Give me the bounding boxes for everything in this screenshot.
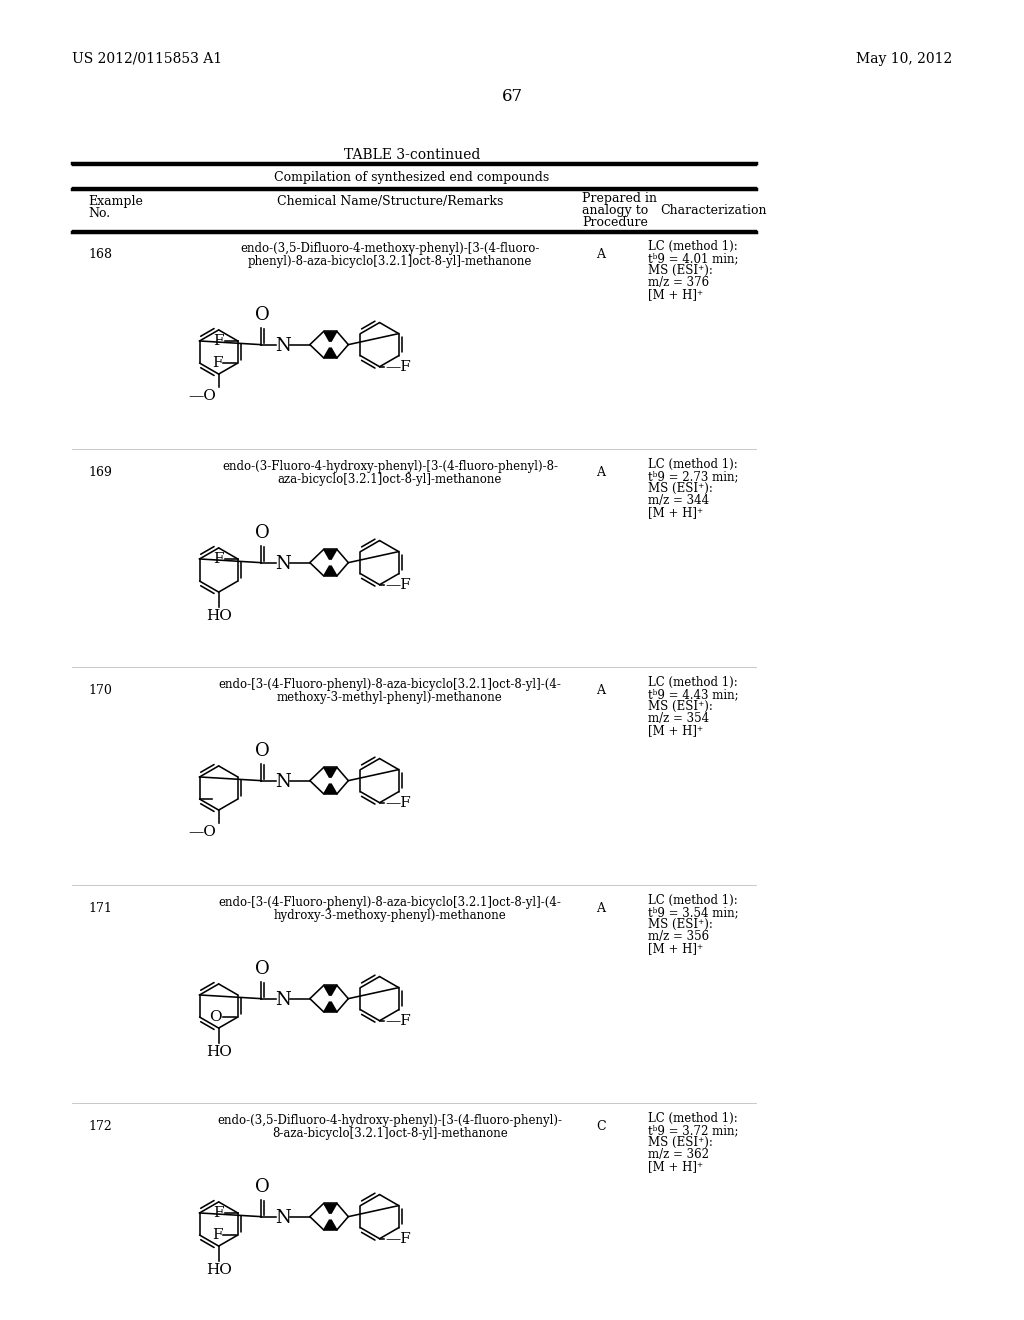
Text: MS (ESI⁺):: MS (ESI⁺): [648, 700, 713, 713]
Polygon shape [323, 1002, 338, 1012]
Polygon shape [323, 549, 338, 560]
Text: tᵇ9 = 2.73 min;: tᵇ9 = 2.73 min; [648, 470, 738, 483]
Text: endo-(3,5-Difluoro-4-methoxy-phenyl)-[3-(4-fluoro-: endo-(3,5-Difluoro-4-methoxy-phenyl)-[3-… [241, 242, 540, 255]
Text: Prepared in: Prepared in [582, 191, 657, 205]
Text: F: F [212, 1228, 222, 1242]
Polygon shape [323, 331, 338, 342]
Text: [M + H]⁺: [M + H]⁺ [648, 288, 703, 301]
Text: [M + H]⁺: [M + H]⁺ [648, 942, 703, 954]
Text: F: F [213, 552, 224, 566]
Text: [M + H]⁺: [M + H]⁺ [648, 723, 703, 737]
Text: LC (method 1):: LC (method 1): [648, 894, 737, 907]
Text: May 10, 2012: May 10, 2012 [856, 51, 952, 66]
Text: 169: 169 [88, 466, 112, 479]
Polygon shape [323, 1220, 338, 1230]
Text: tᵇ9 = 4.43 min;: tᵇ9 = 4.43 min; [648, 688, 738, 701]
Text: 172: 172 [88, 1119, 112, 1133]
Text: N: N [275, 337, 291, 355]
Text: [M + H]⁺: [M + H]⁺ [648, 1160, 703, 1173]
Text: N: N [275, 772, 291, 791]
Text: m/z = 344: m/z = 344 [648, 494, 710, 507]
Text: LC (method 1):: LC (method 1): [648, 1111, 737, 1125]
Text: No.: No. [88, 207, 111, 220]
Text: Compilation of synthesized end compounds: Compilation of synthesized end compounds [274, 172, 550, 183]
Text: 8-aza-bicyclo[3.2.1]oct-8-yl]-methanone: 8-aza-bicyclo[3.2.1]oct-8-yl]-methanone [272, 1127, 508, 1140]
Text: TABLE 3-continued: TABLE 3-continued [344, 148, 480, 162]
Text: hydroxy-3-methoxy-phenyl)-methanone: hydroxy-3-methoxy-phenyl)-methanone [273, 909, 507, 921]
Text: —F: —F [385, 1014, 411, 1028]
Text: LC (method 1):: LC (method 1): [648, 458, 737, 471]
Text: O: O [255, 524, 269, 543]
Text: A: A [597, 466, 605, 479]
Polygon shape [323, 565, 338, 576]
Text: LC (method 1):: LC (method 1): [648, 240, 737, 253]
Text: —O: —O [188, 825, 217, 838]
Text: MS (ESI⁺):: MS (ESI⁺): [648, 482, 713, 495]
Text: 171: 171 [88, 902, 112, 915]
Text: O: O [255, 1179, 269, 1196]
Text: A: A [597, 684, 605, 697]
Text: —F: —F [385, 1232, 411, 1246]
Text: F: F [213, 334, 224, 348]
Text: N: N [275, 990, 291, 1008]
Text: —F: —F [385, 360, 411, 374]
Text: MS (ESI⁺):: MS (ESI⁺): [648, 264, 713, 277]
Polygon shape [323, 347, 338, 358]
Text: US 2012/0115853 A1: US 2012/0115853 A1 [72, 51, 222, 66]
Text: endo-(3-Fluoro-4-hydroxy-phenyl)-[3-(4-fluoro-phenyl)-8-: endo-(3-Fluoro-4-hydroxy-phenyl)-[3-(4-f… [222, 459, 558, 473]
Polygon shape [323, 783, 338, 795]
Text: 170: 170 [88, 684, 112, 697]
Text: Characterization: Characterization [660, 205, 767, 216]
Text: O: O [210, 1010, 222, 1024]
Polygon shape [323, 985, 338, 995]
Text: aza-bicyclo[3.2.1]oct-8-yl]-methanone: aza-bicyclo[3.2.1]oct-8-yl]-methanone [278, 473, 502, 486]
Text: Chemical Name/Structure/Remarks: Chemical Name/Structure/Remarks [276, 195, 503, 209]
Text: LC (method 1):: LC (method 1): [648, 676, 737, 689]
Text: 168: 168 [88, 248, 112, 261]
Text: HO: HO [206, 609, 231, 623]
Text: N: N [275, 554, 291, 573]
Text: [M + H]⁺: [M + H]⁺ [648, 506, 703, 519]
Text: —F: —F [385, 578, 411, 591]
Text: analogy to: analogy to [582, 205, 648, 216]
Text: N: N [275, 1209, 291, 1226]
Text: m/z = 354: m/z = 354 [648, 711, 710, 725]
Text: endo-[3-(4-Fluoro-phenyl)-8-aza-bicyclo[3.2.1]oct-8-yl]-(4-: endo-[3-(4-Fluoro-phenyl)-8-aza-bicyclo[… [218, 896, 561, 909]
Text: tᵇ9 = 4.01 min;: tᵇ9 = 4.01 min; [648, 252, 738, 265]
Text: 67: 67 [502, 88, 522, 106]
Text: HO: HO [206, 1044, 231, 1059]
Text: Example: Example [88, 195, 143, 209]
Text: O: O [255, 961, 269, 978]
Text: phenyl)-8-aza-bicyclo[3.2.1]oct-8-yl]-methanone: phenyl)-8-aza-bicyclo[3.2.1]oct-8-yl]-me… [248, 255, 532, 268]
Text: HO: HO [206, 1263, 231, 1276]
Text: A: A [597, 902, 605, 915]
Text: —F: —F [385, 796, 411, 809]
Text: m/z = 362: m/z = 362 [648, 1148, 709, 1162]
Text: tᵇ9 = 3.72 min;: tᵇ9 = 3.72 min; [648, 1125, 738, 1137]
Text: O: O [255, 306, 269, 325]
Text: endo-[3-(4-Fluoro-phenyl)-8-aza-bicyclo[3.2.1]oct-8-yl]-(4-: endo-[3-(4-Fluoro-phenyl)-8-aza-bicyclo[… [218, 678, 561, 690]
Text: m/z = 356: m/z = 356 [648, 931, 710, 942]
Text: O: O [255, 742, 269, 760]
Text: —O: —O [188, 389, 217, 403]
Text: C: C [596, 1119, 606, 1133]
Text: MS (ESI⁺):: MS (ESI⁺): [648, 1137, 713, 1148]
Text: tᵇ9 = 3.54 min;: tᵇ9 = 3.54 min; [648, 906, 738, 919]
Text: MS (ESI⁺):: MS (ESI⁺): [648, 917, 713, 931]
Text: endo-(3,5-Difluoro-4-hydroxy-phenyl)-[3-(4-fluoro-phenyl)-: endo-(3,5-Difluoro-4-hydroxy-phenyl)-[3-… [217, 1114, 562, 1127]
Text: methoxy-3-methyl-phenyl)-methanone: methoxy-3-methyl-phenyl)-methanone [278, 690, 503, 704]
Polygon shape [323, 767, 338, 777]
Text: m/z = 376: m/z = 376 [648, 276, 710, 289]
Text: F: F [212, 356, 222, 370]
Text: F: F [213, 1206, 224, 1220]
Polygon shape [323, 1204, 338, 1214]
Text: A: A [597, 248, 605, 261]
Text: Procedure: Procedure [582, 216, 648, 228]
